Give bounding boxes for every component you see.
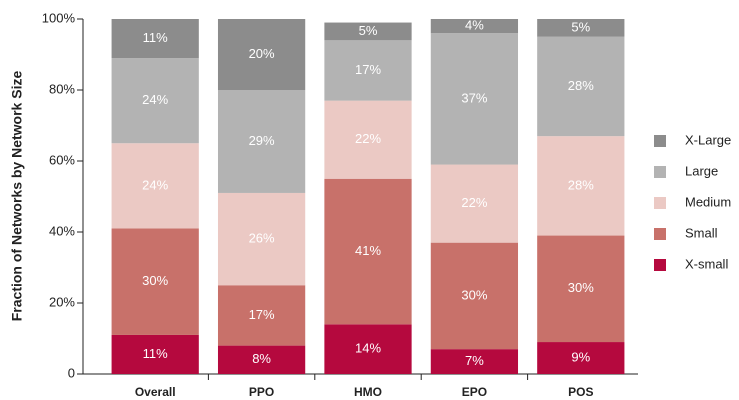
bar-segment [111,19,199,59]
bar-segment [430,33,519,165]
bar-segment [111,143,199,229]
bar-segment [217,285,306,346]
y-tick-label: 80% [49,81,75,96]
bar-segment [324,100,412,179]
bar-segment [111,334,199,374]
bar-segment [537,136,625,236]
legend-swatch [654,197,666,209]
data-label: 7% [465,353,484,368]
x-tick-label: EPO [462,385,487,399]
bar-segment [217,192,306,286]
legend-label: X-small [685,256,728,271]
legend-swatch [654,259,666,271]
data-label: 22% [355,131,381,146]
data-label: 30% [568,280,594,295]
legend-label: X-Large [685,132,731,147]
data-label: 22% [461,195,487,210]
bar-segment [324,324,412,374]
data-label: 30% [461,287,487,302]
bar-segment [430,19,519,34]
bar-segment [111,228,199,335]
y-tick-label: 100% [42,10,76,25]
bar-segment [537,342,625,374]
bar-segment [537,235,625,343]
data-label: 5% [571,19,590,34]
bar-segment [430,164,519,243]
data-label: 9% [571,349,590,364]
bar-segment [217,90,306,193]
legend-label: Small [685,225,718,240]
data-label: 24% [142,177,168,192]
data-label: 5% [359,23,378,38]
bar-segment [430,242,519,350]
data-label: 26% [249,231,275,246]
bar-segment [324,22,412,41]
bar-segment [324,178,412,325]
bar-segment [217,345,306,374]
data-label: 4% [465,18,484,33]
bar-segment [430,349,519,374]
legend-swatch [654,135,666,147]
bar-segment [111,58,199,144]
x-tick-label: POS [568,385,593,399]
data-label: 8% [252,351,271,366]
data-label: 41% [355,243,381,258]
data-label: 30% [142,273,168,288]
x-tick-label: Overall [135,385,176,399]
legend-swatch [654,166,666,178]
data-label: 24% [142,92,168,107]
data-label: 37% [461,90,487,105]
bar-segment [537,36,625,137]
x-tick-label: HMO [354,385,382,399]
bar-segment [537,19,625,37]
data-label: 17% [249,307,275,322]
y-axis-label: Fraction of Networks by Network Size [9,71,25,322]
y-tick-label: 40% [49,223,75,238]
data-label: 28% [568,177,594,192]
data-label: 14% [355,341,381,356]
y-tick-label: 20% [49,294,75,309]
bar-segment [217,19,306,90]
data-label: 20% [249,46,275,61]
data-label: 11% [143,346,168,361]
legend-label: Medium [685,194,731,209]
x-tick-label: PPO [249,385,274,399]
data-label: 29% [249,133,275,148]
legend-label: Large [685,163,718,178]
data-label: 17% [355,62,381,77]
data-label: 28% [568,78,594,93]
legend-swatch [654,228,666,240]
bar-segment [324,40,412,101]
y-tick-label: 0 [68,365,75,380]
y-tick-label: 60% [49,152,75,167]
data-label: 11% [143,30,168,45]
